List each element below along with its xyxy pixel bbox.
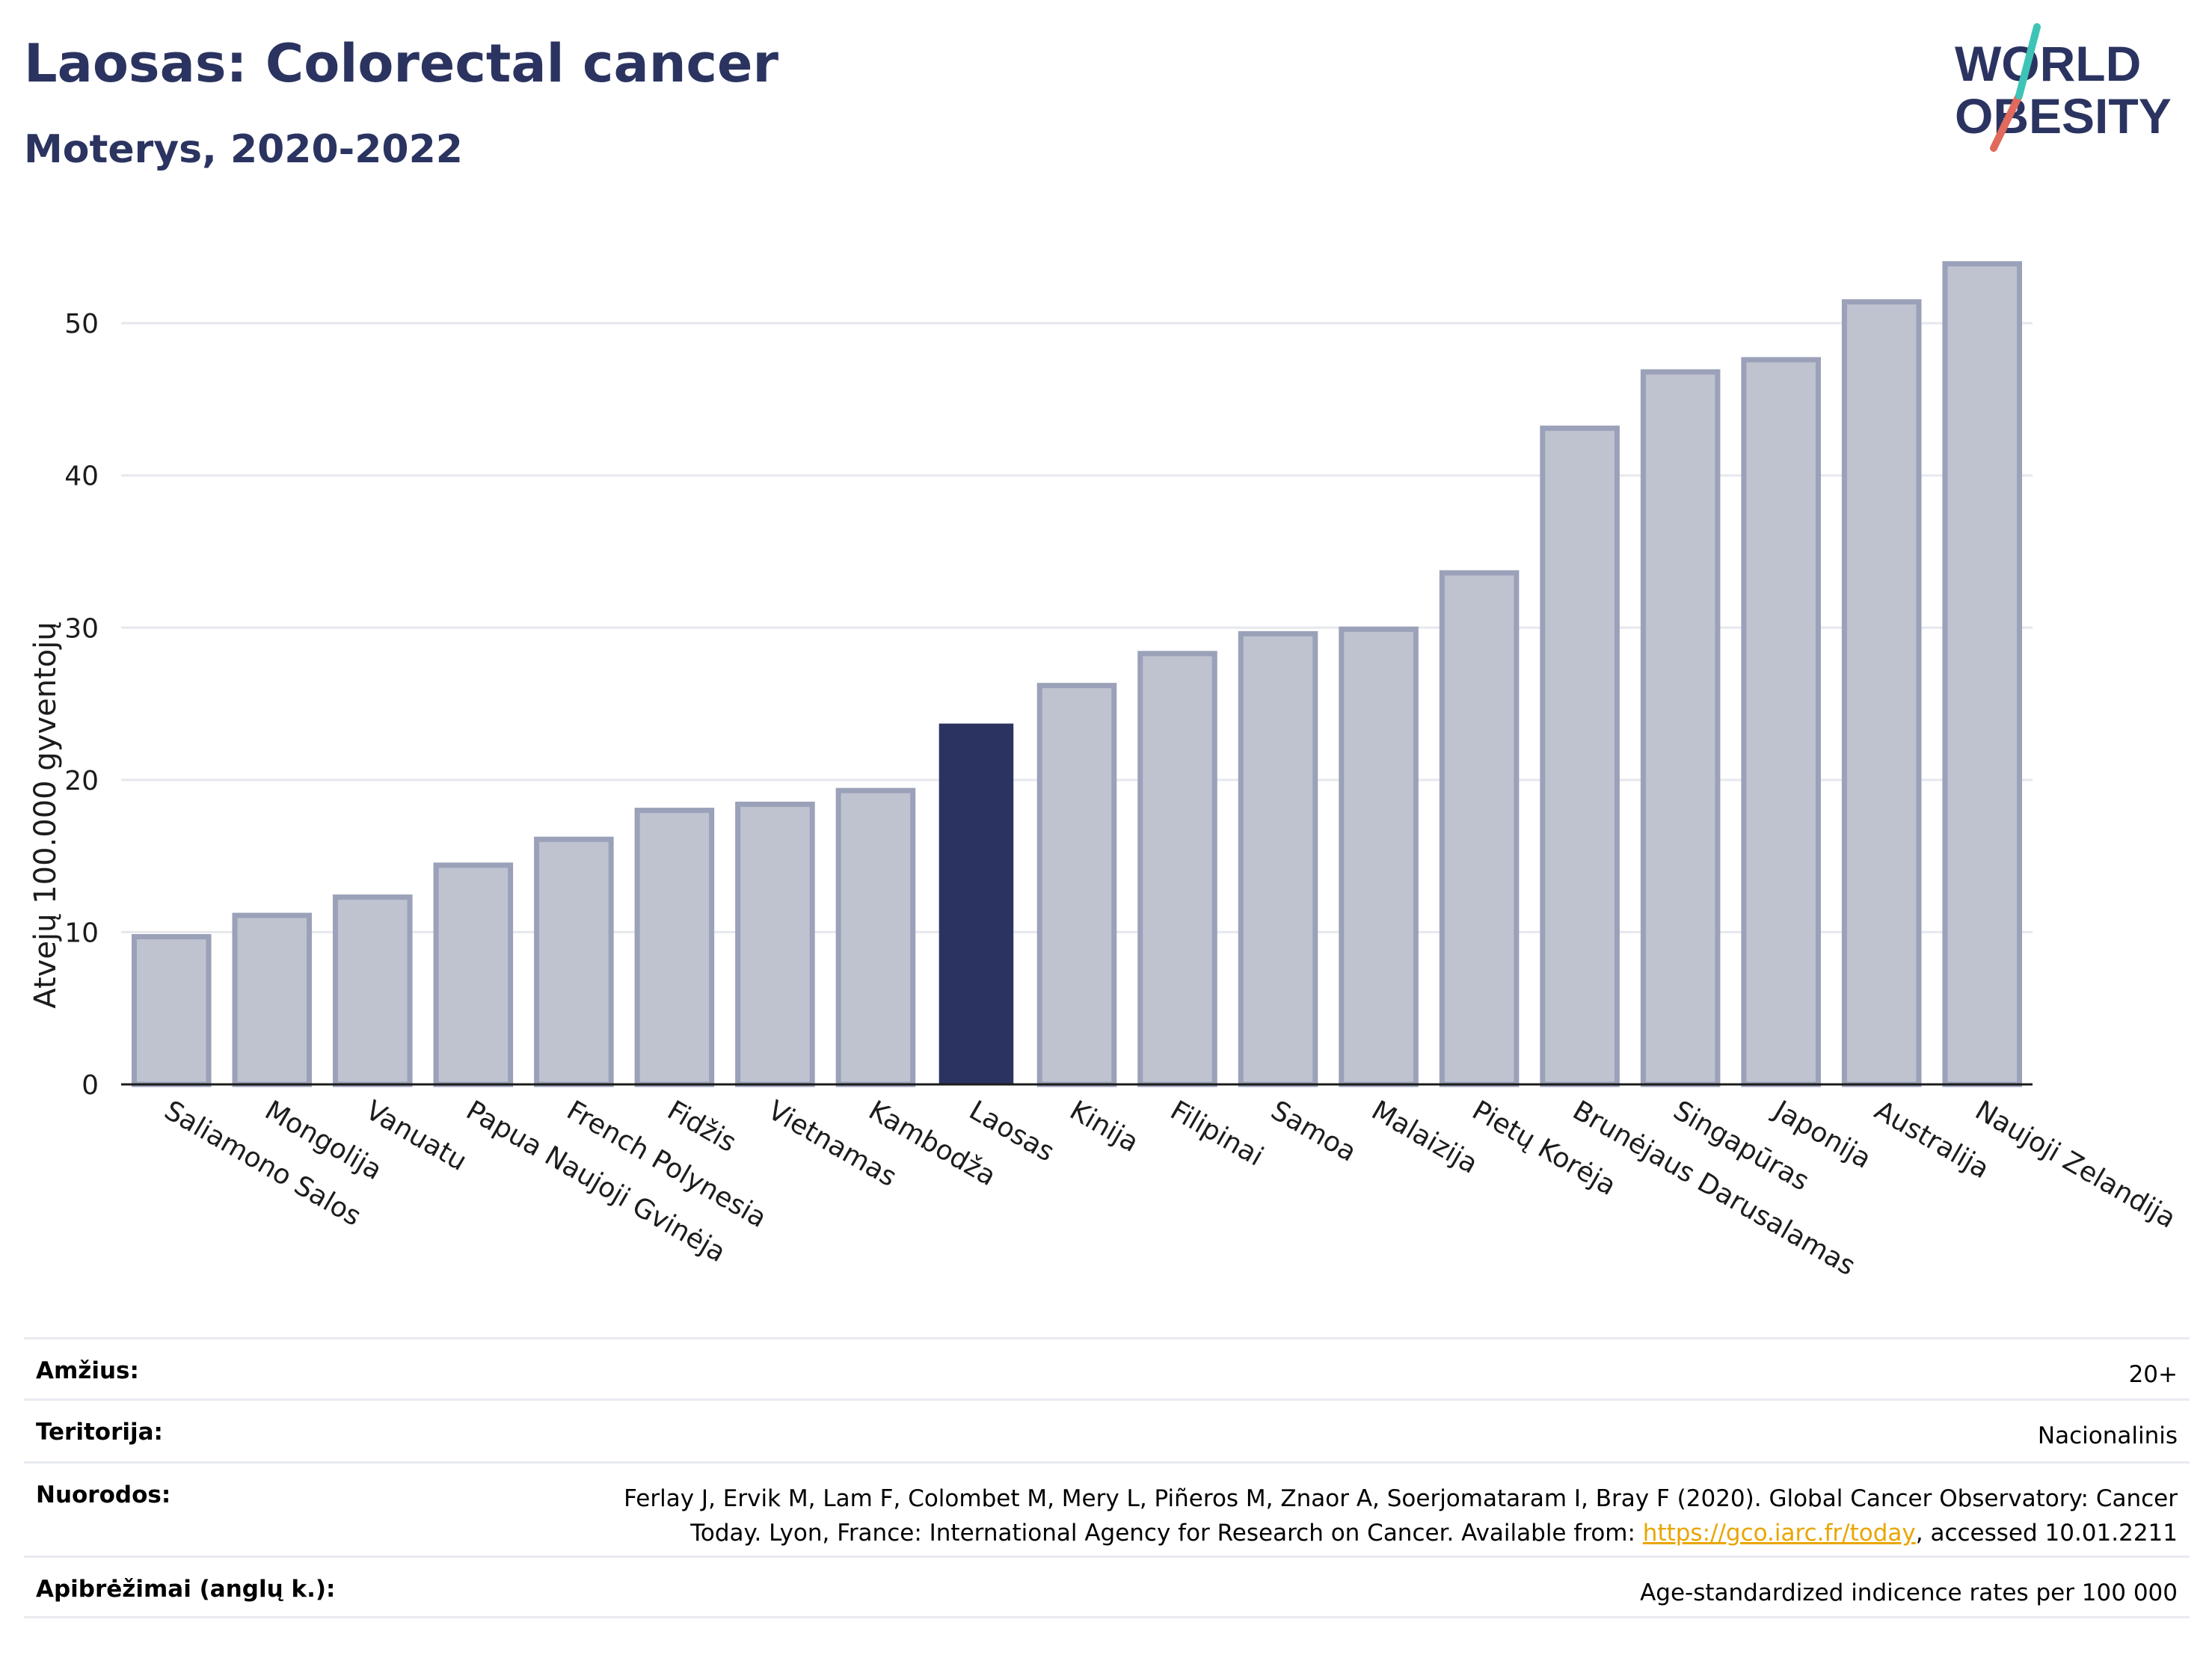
y-axis-ticks: 0 10 20 30 40 50 bbox=[64, 309, 99, 1101]
x-tick-label: Fidžis bbox=[662, 1095, 741, 1158]
y-axis-label: Atvejų 100.000 gyventojų bbox=[28, 621, 63, 1008]
bar bbox=[1238, 630, 1318, 1087]
bars bbox=[131, 261, 2023, 1087]
bar bbox=[735, 801, 815, 1087]
bar bbox=[1942, 261, 2023, 1087]
bar bbox=[1841, 299, 1922, 1087]
references-link[interactable]: https://gco.iarc.fr/today bbox=[1642, 1520, 1916, 1547]
references-value: Ferlay J, Ervik M, Lam F, Colombet M, Me… bbox=[624, 1481, 2178, 1550]
y-tick-label: 30 bbox=[64, 613, 99, 644]
bar bbox=[938, 723, 1014, 1084]
y-tick-label: 10 bbox=[64, 918, 99, 948]
info-row-definitions: Apibrėžimai (anglų k.): Age-standardized… bbox=[24, 1556, 2190, 1618]
bar bbox=[232, 912, 313, 1087]
bar bbox=[534, 836, 614, 1087]
territory-value: Nacionalinis bbox=[2037, 1422, 2178, 1449]
bar bbox=[634, 808, 715, 1087]
bar bbox=[1640, 369, 1721, 1087]
bar bbox=[131, 934, 212, 1087]
x-tick-label: Australija bbox=[1870, 1095, 1994, 1185]
definitions-label: Apibrėžimai (anglų k.): bbox=[36, 1576, 336, 1603]
bar bbox=[1540, 426, 1620, 1087]
bar bbox=[333, 894, 413, 1087]
bar bbox=[1137, 651, 1217, 1087]
references-text-1: Ferlay J, Ervik M, Lam F, Colombet M, Me… bbox=[624, 1485, 2178, 1512]
info-row-age: Amžius: 20+ bbox=[24, 1337, 2190, 1398]
references-text-2: Today. Lyon, France: International Agenc… bbox=[690, 1520, 1643, 1547]
svg-text:WORLD: WORLD bbox=[1955, 36, 2141, 91]
bar bbox=[1439, 570, 1520, 1087]
info-row-territory: Teritorija: Nacionalinis bbox=[24, 1398, 2190, 1461]
y-tick-label: 0 bbox=[82, 1070, 99, 1101]
age-label: Amžius: bbox=[36, 1357, 139, 1384]
references-text-3: , accessed 10.01.2211 bbox=[1915, 1520, 2178, 1547]
x-tick-label: Filipinai bbox=[1165, 1095, 1268, 1172]
info-row-references: Nuorodos: Ferlay J, Ervik M, Lam F, Colo… bbox=[24, 1461, 2190, 1556]
references-label: Nuorodos: bbox=[36, 1481, 171, 1508]
world-obesity-logo: WORLD OBESITY bbox=[1955, 23, 2172, 152]
territory-label: Teritorija: bbox=[36, 1419, 163, 1446]
info-table: Amžius: 20+ Teritorija: Nacionalinis Nuo… bbox=[24, 1337, 2190, 1618]
svg-text:OBESITY: OBESITY bbox=[1955, 88, 2172, 144]
y-tick-label: 40 bbox=[64, 461, 99, 492]
y-tick-label: 50 bbox=[64, 309, 99, 340]
bar bbox=[835, 787, 916, 1087]
bar bbox=[433, 862, 514, 1087]
definitions-value: Age-standardized indicence rates per 100… bbox=[1640, 1579, 2178, 1606]
y-tick-label: 20 bbox=[64, 766, 99, 796]
x-tick-label: Malaizija bbox=[1366, 1095, 1483, 1180]
page-subtitle: Moterys, 2020-2022 bbox=[24, 127, 463, 172]
bar bbox=[1339, 626, 1419, 1087]
x-tick-label: Kinija bbox=[1065, 1095, 1144, 1158]
x-tick-label: Samoa bbox=[1266, 1095, 1362, 1168]
bar bbox=[1741, 357, 1821, 1087]
x-tick-label: Naujoji Zelandija bbox=[1970, 1095, 2181, 1234]
bar bbox=[1036, 683, 1117, 1087]
age-value: 20+ bbox=[2128, 1361, 2178, 1388]
page-title: Laosas: Colorectal cancer bbox=[24, 33, 779, 94]
bar-chart: 0 10 20 30 40 50 Saliamono SalosMongolijaVanu… bbox=[28, 261, 2181, 1282]
